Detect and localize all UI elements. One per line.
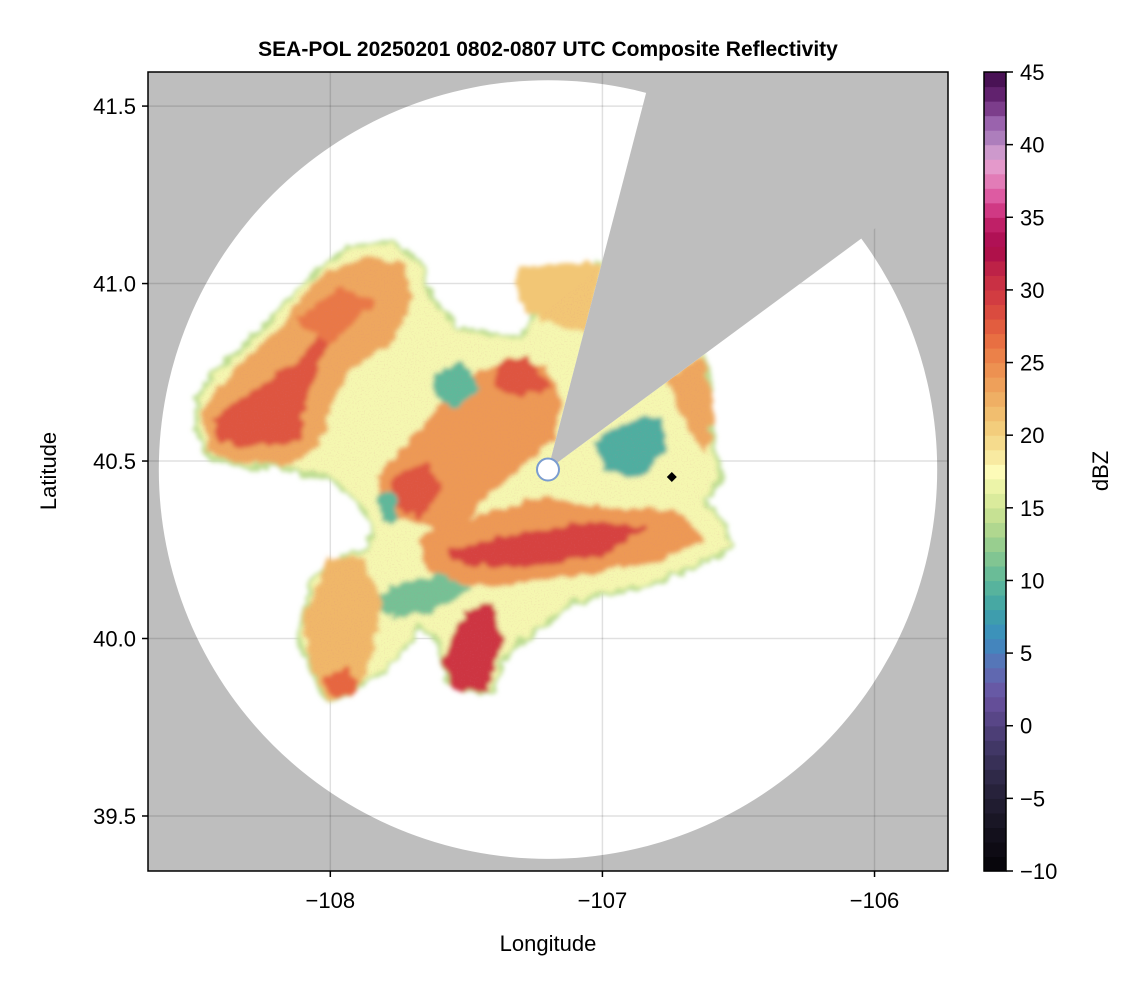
- colorbar-segment: [984, 72, 1006, 88]
- location-marker: [666, 472, 677, 483]
- colorbar-segment: [984, 783, 1006, 799]
- colorbar-segment: [984, 217, 1006, 233]
- colorbar-tick-label: 5: [1020, 641, 1032, 666]
- y-tick-label: 41.0: [93, 272, 136, 297]
- colorbar-segment: [984, 856, 1006, 872]
- colorbar-segment: [984, 246, 1006, 262]
- colorbar-tick-label: 45: [1020, 60, 1044, 85]
- colorbar-tick-label: 10: [1020, 568, 1044, 593]
- colorbar-segment: [984, 580, 1006, 596]
- x-axis-ticks: −108 −107 −106: [306, 871, 900, 913]
- colorbar-segment: [984, 304, 1006, 320]
- colorbar-segment: [984, 464, 1006, 480]
- colorbar-segment: [984, 812, 1006, 829]
- colorbar: −10 −5 0 5 10 15 20 25 30 35 40 45: [983, 60, 1057, 884]
- x-tick-label: −108: [306, 888, 356, 913]
- colorbar-segment: [984, 420, 1006, 436]
- colorbar-segment: [984, 478, 1006, 494]
- colorbar-segment: [984, 289, 1006, 306]
- colorbar-segment: [984, 667, 1006, 683]
- colorbar-segment: [984, 536, 1006, 552]
- colorbar-segment: [984, 348, 1006, 364]
- colorbar-segment: [984, 594, 1006, 611]
- colorbar-segment: [984, 86, 1006, 102]
- x-axis-label: Longitude: [500, 931, 597, 956]
- radar-site-hole: [536, 457, 560, 482]
- colorbar-segment: [984, 725, 1006, 741]
- colorbar-tick-label: 20: [1020, 423, 1044, 448]
- colorbar-segment: [984, 711, 1006, 727]
- colorbar-segment: [984, 260, 1006, 276]
- colorbar-segment: [984, 522, 1006, 538]
- colorbar-segment: [984, 740, 1006, 756]
- chart-title: SEA-POL 20250201 0802-0807 UTC Composite…: [258, 38, 838, 61]
- colorbar-segment: [984, 435, 1006, 451]
- colorbar-segment: [984, 841, 1006, 858]
- colorbar-segment: [984, 202, 1006, 218]
- colorbar-tick-label: 40: [1020, 133, 1044, 158]
- colorbar-segment: [984, 769, 1006, 785]
- colorbar-tick-label: 25: [1020, 351, 1044, 376]
- plot-frame: [147, 71, 949, 872]
- colorbar-segment: [984, 362, 1006, 378]
- colorbar-tick-label: −5: [1020, 786, 1045, 811]
- colorbar-segment: [984, 754, 1006, 770]
- colorbar-segment: [984, 624, 1006, 640]
- colorbar-segment: [984, 638, 1006, 654]
- colorbar-segment: [984, 507, 1006, 523]
- colorbar-segment: [984, 173, 1006, 189]
- colorbar-segment: [984, 144, 1006, 160]
- colorbar-segment: [984, 318, 1006, 335]
- colorbar-segment: [984, 406, 1006, 422]
- colorbar-segment: [984, 188, 1006, 204]
- colorbar-segment: [984, 449, 1006, 465]
- colorbar-segment: [984, 130, 1006, 146]
- colorbar-tick-label: 35: [1020, 205, 1044, 230]
- colorbar-segment: [984, 377, 1006, 393]
- colorbar-segment: [984, 565, 1006, 582]
- colorbar-segment: [984, 275, 1006, 291]
- colorbar-segment: [984, 115, 1006, 131]
- y-axis-label: Latitude: [36, 432, 61, 510]
- colorbar-segment: [984, 101, 1006, 117]
- y-tick-label: 41.5: [93, 94, 136, 119]
- colorbar-tick-label: 30: [1020, 278, 1044, 303]
- y-tick-label: 40.5: [93, 449, 136, 474]
- colorbar-segment: [984, 551, 1006, 567]
- x-tick-label: −107: [578, 888, 628, 913]
- colorbar-tick-label: 0: [1020, 714, 1032, 739]
- colorbar-segment: [984, 391, 1006, 407]
- y-tick-label: 39.5: [93, 804, 136, 829]
- y-axis-ticks: 39.5 40.0 40.5 41.0 41.5: [93, 94, 148, 829]
- colorbar-frame: [983, 71, 1007, 872]
- colorbar-segment: [984, 827, 1006, 843]
- colorbar-segment: [984, 493, 1006, 509]
- colorbar-segment: [984, 609, 1006, 625]
- colorbar-segment: [984, 682, 1006, 698]
- colorbar-segment: [984, 798, 1006, 814]
- colorbar-segment: [984, 159, 1006, 175]
- colorbar-label: dBZ: [1088, 451, 1113, 491]
- colorbar-tick-label: −10: [1020, 859, 1057, 884]
- colorbar-segment: [984, 333, 1006, 349]
- colorbar-segment: [984, 231, 1006, 247]
- colorbar-tick-label: 15: [1020, 496, 1044, 521]
- colorbar-segment: [984, 696, 1006, 712]
- y-tick-label: 40.0: [93, 627, 136, 652]
- colorbar-segment: [984, 653, 1006, 669]
- blocked-sector: [548, 72, 948, 470]
- x-tick-label: −106: [850, 888, 900, 913]
